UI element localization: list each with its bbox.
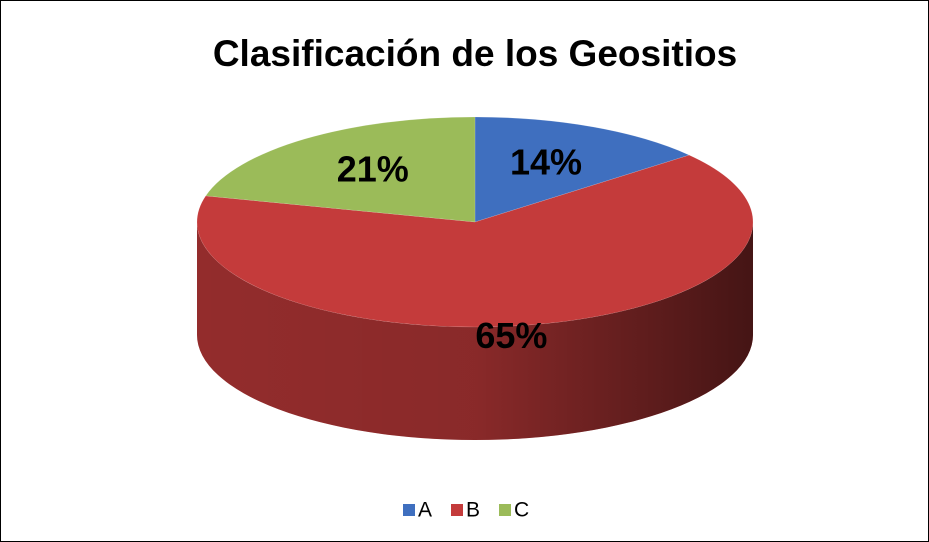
side-shade: [197, 222, 753, 440]
slice: [205, 116, 476, 223]
legend-swatch: [403, 504, 415, 516]
slice: [196, 154, 754, 328]
data-label: 21%: [337, 149, 409, 190]
legend-label: C: [514, 499, 529, 522]
slice: [474, 116, 690, 223]
chart-title: Clasificación de los Geositios: [213, 33, 737, 74]
legend-label: A: [418, 499, 432, 522]
data-label: 65%: [475, 315, 547, 356]
data-label: 14%: [510, 142, 582, 183]
legend-swatch: [499, 504, 511, 516]
legend-swatch: [451, 504, 463, 516]
legend-label: B: [466, 499, 480, 522]
